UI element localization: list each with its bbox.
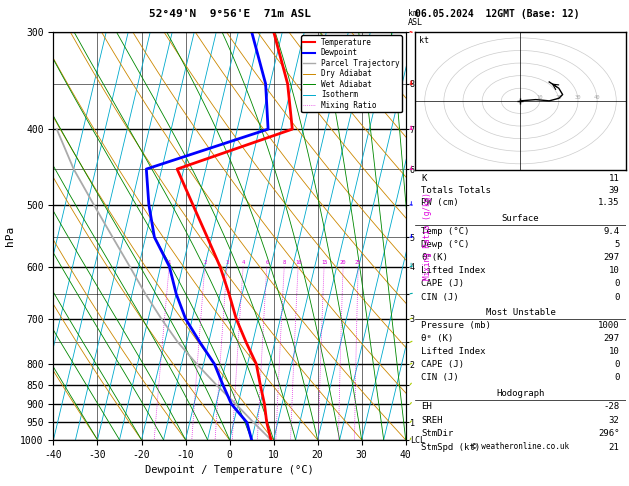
Text: StmDir: StmDir (421, 430, 454, 438)
Text: 0: 0 (614, 293, 620, 302)
Text: 6: 6 (265, 260, 269, 265)
Text: 296°: 296° (598, 430, 620, 438)
Text: Surface: Surface (502, 213, 539, 223)
Text: Most Unstable: Most Unstable (486, 308, 555, 317)
Text: CAPE (J): CAPE (J) (421, 360, 464, 369)
Text: Pressure (mb): Pressure (mb) (421, 321, 491, 330)
Text: θᵉ(K): θᵉ(K) (421, 253, 448, 262)
Text: 297: 297 (603, 253, 620, 262)
Text: Totals Totals: Totals Totals (421, 186, 491, 195)
Text: 52°49'N  9°56'E  71m ASL: 52°49'N 9°56'E 71m ASL (148, 9, 311, 19)
Text: 10: 10 (295, 260, 301, 265)
Text: PW (cm): PW (cm) (421, 198, 459, 208)
Text: Lifted Index: Lifted Index (421, 347, 486, 356)
Text: θᵉ (K): θᵉ (K) (421, 334, 454, 343)
Text: 32: 32 (609, 416, 620, 425)
Text: 5: 5 (614, 240, 620, 249)
Text: 20: 20 (340, 260, 347, 265)
Text: 3: 3 (225, 260, 228, 265)
Text: © weatheronline.co.uk: © weatheronline.co.uk (472, 442, 569, 451)
Text: 06.05.2024  12GMT (Base: 12): 06.05.2024 12GMT (Base: 12) (415, 9, 580, 19)
Text: 30: 30 (575, 95, 581, 100)
Legend: Temperature, Dewpoint, Parcel Trajectory, Dry Adiabat, Wet Adiabat, Isotherm, Mi: Temperature, Dewpoint, Parcel Trajectory… (301, 35, 402, 112)
Text: 25: 25 (355, 260, 362, 265)
Text: SREH: SREH (421, 416, 443, 425)
Text: 1: 1 (167, 260, 171, 265)
Text: 8: 8 (282, 260, 286, 265)
Text: 9.4: 9.4 (603, 226, 620, 236)
Text: kt: kt (420, 36, 430, 45)
Text: 15: 15 (321, 260, 327, 265)
Text: StmSpd (kt): StmSpd (kt) (421, 443, 481, 452)
Text: 297: 297 (603, 334, 620, 343)
Text: Dewp (°C): Dewp (°C) (421, 240, 470, 249)
X-axis label: Dewpoint / Temperature (°C): Dewpoint / Temperature (°C) (145, 465, 314, 475)
Text: 4: 4 (242, 260, 245, 265)
Text: Lifted Index: Lifted Index (421, 266, 486, 275)
Text: 1000: 1000 (598, 321, 620, 330)
Text: Temp (°C): Temp (°C) (421, 226, 470, 236)
Text: 0: 0 (614, 360, 620, 369)
Text: 11: 11 (609, 174, 620, 183)
Text: -28: -28 (603, 402, 620, 411)
Text: 0: 0 (614, 279, 620, 289)
Text: km
ASL: km ASL (408, 9, 423, 27)
Text: Mixing Ratio (g/kg): Mixing Ratio (g/kg) (423, 192, 432, 279)
Text: 2: 2 (203, 260, 206, 265)
Text: CIN (J): CIN (J) (421, 293, 459, 302)
Text: CAPE (J): CAPE (J) (421, 279, 464, 289)
Text: 1.35: 1.35 (598, 198, 620, 208)
Y-axis label: hPa: hPa (4, 226, 14, 246)
Text: K: K (421, 174, 427, 183)
Text: CIN (J): CIN (J) (421, 373, 459, 382)
Text: 10: 10 (537, 95, 543, 100)
Text: Hodograph: Hodograph (496, 389, 545, 398)
Text: 0: 0 (614, 373, 620, 382)
Text: 21: 21 (609, 443, 620, 452)
Text: 20: 20 (555, 95, 562, 100)
Text: 40: 40 (594, 95, 600, 100)
Text: 39: 39 (609, 186, 620, 195)
Text: EH: EH (421, 402, 432, 411)
Text: 10: 10 (609, 266, 620, 275)
Text: 10: 10 (609, 347, 620, 356)
